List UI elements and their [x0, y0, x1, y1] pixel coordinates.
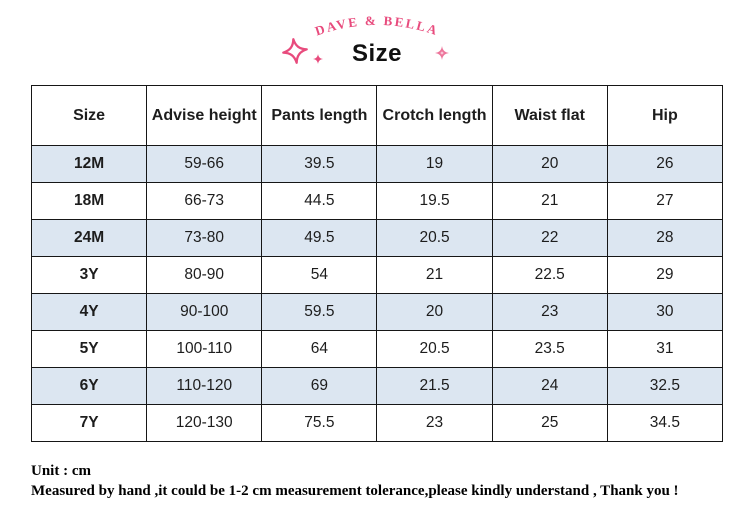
- column-header-crotch-length: Crotch length: [376, 85, 493, 146]
- svg-text:DAVE & BELLA: DAVE & BELLA: [313, 13, 441, 39]
- table-cell: 20: [491, 145, 608, 183]
- table-row: 12M 59-66 39.5 19 20 26: [30, 145, 724, 183]
- table-cell: 20.5: [376, 219, 493, 257]
- table-cell-size: 4Y: [30, 293, 148, 331]
- table-cell: 75.5: [261, 404, 378, 442]
- table-cell: 49.5: [261, 219, 378, 257]
- table-cell: 100-110: [146, 330, 263, 368]
- column-header-size: Size: [30, 85, 148, 146]
- table-cell: 25: [491, 404, 608, 442]
- table-cell: 80-90: [146, 256, 263, 294]
- sparkle-filled-icon: [313, 54, 323, 64]
- table-cell-size: 6Y: [30, 367, 148, 405]
- table-cell: 22.5: [491, 256, 608, 294]
- table-cell-size: 24M: [30, 219, 148, 257]
- column-header-advise-height: Advise height: [146, 85, 263, 146]
- table-cell: 73-80: [146, 219, 263, 257]
- table-cell: 54: [261, 256, 378, 294]
- table-cell: 28: [606, 219, 724, 257]
- table-header-row: Size Advise height Pants length Crotch l…: [30, 85, 724, 146]
- table-cell-size: 7Y: [30, 404, 148, 442]
- table-cell: 59-66: [146, 145, 263, 183]
- table-cell: 27: [606, 182, 724, 220]
- table-cell: 44.5: [261, 182, 378, 220]
- table-row: 7Y 120-130 75.5 23 25 34.5: [30, 404, 724, 442]
- table-cell: 66-73: [146, 182, 263, 220]
- table-cell: 26: [606, 145, 724, 183]
- table-row: 18M 66-73 44.5 19.5 21 27: [30, 182, 724, 220]
- footer: Unit : cm Measured by hand ,it could be …: [31, 461, 679, 501]
- column-header-hip: Hip: [606, 85, 724, 146]
- table-cell: 23: [491, 293, 608, 331]
- table-cell: 110-120: [146, 367, 263, 405]
- table-cell-size: 5Y: [30, 330, 148, 368]
- table-cell: 23: [376, 404, 493, 442]
- table-cell: 120-130: [146, 404, 263, 442]
- title-row: Size: [31, 38, 723, 74]
- table-cell: 21: [376, 256, 493, 294]
- table-cell: 20.5: [376, 330, 493, 368]
- table-cell: 20: [376, 293, 493, 331]
- table-row: 3Y 80-90 54 21 22.5 29: [30, 256, 724, 294]
- table-row: 24M 73-80 49.5 20.5 22 28: [30, 219, 724, 257]
- sparkle-filled-icon: [435, 46, 449, 60]
- table-row: 6Y 110-120 69 21.5 24 32.5: [30, 367, 724, 405]
- table-row: 4Y 90-100 59.5 20 23 30: [30, 293, 724, 331]
- table-cell-size: 18M: [30, 182, 148, 220]
- table-cell: 31: [606, 330, 724, 368]
- table-row: 5Y 100-110 64 20.5 23.5 31: [30, 330, 724, 368]
- table-cell: 29: [606, 256, 724, 294]
- tolerance-note: Measured by hand ,it could be 1-2 cm mea…: [31, 483, 679, 499]
- table-cell: 21.5: [376, 367, 493, 405]
- sparkle-outline-icon: [282, 38, 308, 64]
- table-cell: 64: [261, 330, 378, 368]
- size-table: Size Advise height Pants length Crotch l…: [30, 85, 724, 442]
- table-cell: 90-100: [146, 293, 263, 331]
- table-cell: 30: [606, 293, 724, 331]
- table-cell: 34.5: [606, 404, 724, 442]
- table-cell: 39.5: [261, 145, 378, 183]
- header: DAVE & BELLA Size: [31, 6, 723, 74]
- column-header-waist-flat: Waist flat: [491, 85, 608, 146]
- table-cell: 22: [491, 219, 608, 257]
- table-cell-size: 3Y: [30, 256, 148, 294]
- table-cell: 69: [261, 367, 378, 405]
- page-title: Size: [351, 40, 403, 67]
- table-cell: 32.5: [606, 367, 724, 405]
- table-cell: 24: [491, 367, 608, 405]
- table-cell: 19: [376, 145, 493, 183]
- table-cell: 19.5: [376, 182, 493, 220]
- column-header-pants-length: Pants length: [261, 85, 378, 146]
- unit-label: Unit : cm: [31, 463, 91, 479]
- table-cell: 59.5: [261, 293, 378, 331]
- table-cell: 23.5: [491, 330, 608, 368]
- brand-arc-text: DAVE & BELLA: [313, 13, 441, 39]
- brand-name: DAVE & BELLA: [313, 13, 439, 39]
- table-cell: 21: [491, 182, 608, 220]
- table-cell-size: 12M: [30, 145, 148, 183]
